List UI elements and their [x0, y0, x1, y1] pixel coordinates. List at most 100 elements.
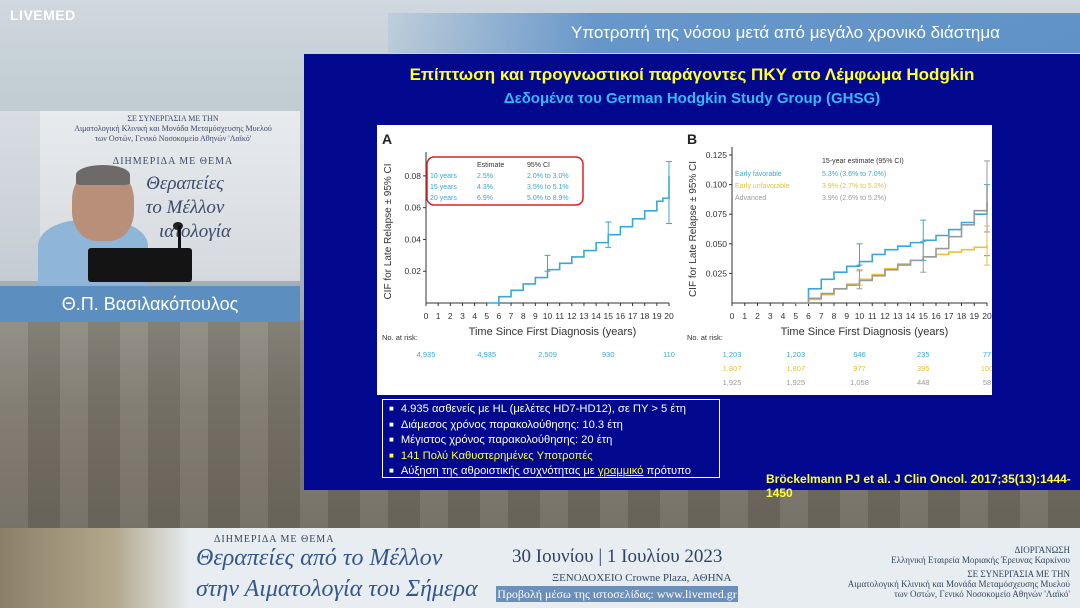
- x-tick-label: 12: [567, 311, 577, 321]
- speaker-hair: [76, 165, 130, 185]
- legend-title: 15-year estimate (95% CI): [822, 158, 904, 165]
- series-line: [795, 184, 988, 304]
- table-cell: 4.3%: [477, 184, 493, 191]
- x-tick-label: 12: [880, 311, 890, 321]
- at-risk-label: No. at risk:: [687, 333, 723, 342]
- event-venue: ΞΕΝΟΔΟΧΕΙΟ Crowne Plaza, ΑΘΗΝΑ: [552, 572, 732, 584]
- bullet-list: 4.935 ασθενείς με HL (μελέτες HD7-HD12),…: [382, 399, 720, 478]
- panel-label: B: [687, 131, 697, 147]
- y-tick-label: 0.100: [706, 180, 728, 190]
- x-tick-label: 4: [781, 311, 786, 321]
- bullet-text: Αύξηση της αθροιστικής συχνότητας με: [400, 465, 598, 478]
- at-risk-value: 1,203: [723, 350, 742, 359]
- table-cell: 20 years: [430, 195, 457, 202]
- at-risk-value: 1,807: [723, 364, 742, 373]
- x-tick-label: 14: [906, 311, 916, 321]
- x-tick-label: 13: [893, 311, 903, 321]
- at-risk-value: 58: [983, 378, 991, 387]
- x-tick-label: 19: [652, 311, 662, 321]
- coop-line2: των Οστών, Γενικό Νοσοκομείο Αθηνών 'Λαϊ…: [894, 589, 1070, 599]
- legend-estimate: 5.3% (3.6% to 7.0%): [822, 171, 886, 178]
- x-tick-label: 1: [742, 311, 747, 321]
- x-tick-label: 19: [970, 311, 980, 321]
- slide-title: Επίπτωση και προγνωστικοί παράγοντες ΠΚΥ…: [409, 65, 975, 84]
- at-risk-value: 110: [663, 350, 675, 359]
- figure-panel: A 0 1 2 3 4 5 6 7 8 9 10 11 12 13 14 15 16 17 18 19 20 0.02 0.0…: [377, 125, 993, 395]
- table-cell: 2.0% to 3.0%: [527, 173, 569, 180]
- x-tick-label: 7: [509, 311, 514, 321]
- x-tick-label: 11: [555, 311, 564, 321]
- x-tick-label: 10: [543, 311, 553, 321]
- bullet-text: πρότυπο: [643, 465, 691, 478]
- x-tick-label: 18: [640, 311, 650, 321]
- highlight-box: [426, 156, 584, 206]
- event-line2: στην Αιματολογία του Σήμερα: [196, 576, 478, 602]
- at-risk-value: 100: [981, 364, 992, 373]
- at-risk-value: 77: [983, 350, 991, 359]
- y-tick-label: 0.08: [404, 171, 421, 181]
- event-dates: 30 Ιουνίου | 1 Ιουλίου 2023: [512, 546, 723, 567]
- at-risk-value: 1,925: [786, 378, 805, 387]
- theatre-photo: [0, 528, 190, 608]
- poster-text: των Οστών, Γενικό Νοσοκομείο Αθηνών 'Λαϊ…: [94, 134, 252, 143]
- presentation-slide: Επίπτωση και προγνωστικοί παράγοντες ΠΚΥ…: [304, 54, 1080, 500]
- at-risk-value: 977: [853, 364, 866, 373]
- table-cell: 3.5% to 5.1%: [527, 184, 569, 191]
- x-tick-label: 5: [484, 311, 489, 321]
- y-axis-label: CIF for Late Relapse ± 95% CI: [383, 163, 394, 299]
- y-tick-label: 0.06: [404, 203, 421, 213]
- at-risk-value: 1,807: [786, 364, 805, 373]
- livemed-logo: LIVEMED: [10, 7, 76, 23]
- at-risk-value: 4,935: [477, 350, 496, 359]
- poster-text: ΣΕ ΣΥΝΕΡΓΑΣΙΑ ΜΕ ΤΗΝ: [127, 114, 219, 123]
- panel-label: A: [382, 131, 392, 147]
- y-tick-label: 0.050: [706, 239, 728, 249]
- at-risk-value: 2,509: [538, 350, 557, 359]
- x-tick-label: 16: [931, 311, 941, 321]
- coop-line1: Αιματολογική Κλινική και Μονάδα Μεταμόσχ…: [847, 579, 1070, 589]
- legend-entry: Advanced: [735, 195, 766, 202]
- poster-text: ΔΙΗΜΕΡΙΔΑ ΜΕ ΘΕΜΑ: [112, 156, 234, 167]
- x-axis-label: Time Since First Diagnosis (years): [781, 326, 949, 338]
- poster-text: Αιματολογική Κλινική και Μονάδα Μεταμόσχ…: [74, 124, 272, 133]
- at-risk-value: 4,935: [417, 350, 436, 359]
- table-cell: 15 years: [430, 184, 457, 191]
- x-tick-label: 6: [806, 311, 811, 321]
- y-tick-label: 0.04: [404, 234, 421, 244]
- x-tick-label: 8: [521, 311, 526, 321]
- x-tick-label: 8: [832, 311, 837, 321]
- legend-entry: Early favorable: [735, 171, 782, 178]
- x-tick-label: 9: [533, 311, 538, 321]
- x-tick-label: 15: [604, 311, 614, 321]
- y-tick-label: 0.025: [706, 268, 728, 278]
- x-tick-label: 10: [855, 311, 865, 321]
- x-tick-label: 20: [664, 311, 674, 321]
- at-risk-value: 448: [917, 378, 930, 387]
- y-tick-label: 0.125: [706, 150, 728, 160]
- x-tick-label: 0: [424, 311, 429, 321]
- org-label: ΔΙΟΡΓΑΝΩΣΗ: [1014, 545, 1070, 555]
- at-risk-value: 1,925: [723, 378, 742, 387]
- bullet-item: Διάμεσος χρόνος παρακολούθησης: 10.3 έτη: [389, 418, 713, 434]
- at-risk-value: 235: [917, 350, 930, 359]
- bullet-item: Αύξηση της αθροιστικής συχνότητας με γρα…: [389, 464, 713, 480]
- legend-estimate: 3.9% (2.7% to 5.2%): [822, 183, 886, 190]
- table-cell: 5.0% to 8.9%: [527, 195, 569, 202]
- bullet-item: Μέγιστος χρόνος παρακολούθησης: 20 έτη: [389, 433, 713, 449]
- x-tick-label: 7: [819, 311, 824, 321]
- poster-text: Θεραπείες: [146, 173, 224, 194]
- at-risk-value: 1,203: [786, 350, 805, 359]
- x-tick-label: 6: [497, 311, 502, 321]
- laptop: [88, 248, 192, 282]
- x-axis-label: Time Since First Diagnosis (years): [469, 326, 637, 338]
- series-line: [486, 175, 670, 304]
- at-risk-value: 930: [602, 350, 615, 359]
- x-tick-label: 11: [868, 311, 877, 321]
- table-cell: 2.5%: [477, 173, 493, 180]
- x-tick-label: 17: [628, 311, 638, 321]
- x-tick-label: 20: [982, 311, 992, 321]
- cif-charts: A0 1 2 3 4 5 6 7 8 9 10 11 12 13 14 15 16 17 18 19 200.020.0…: [382, 131, 993, 387]
- y-axis-label: CIF for Late Relapse ± 95% CI: [688, 161, 699, 297]
- slide-subtitle: Δεδομένα του German Hodgkin Study Group …: [503, 90, 881, 107]
- citation: Bröckelmann PJ et al. J Clin Oncol. 2017…: [766, 472, 1071, 500]
